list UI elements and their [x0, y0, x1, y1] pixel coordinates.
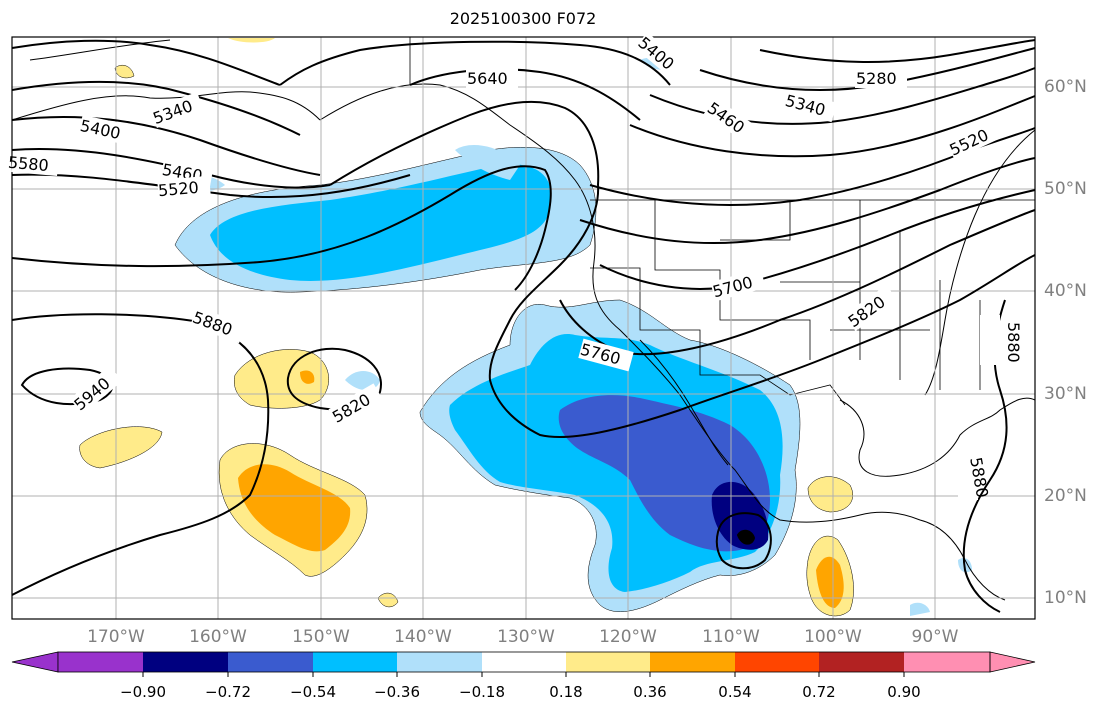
map-title: 2025100300 F072: [449, 9, 597, 28]
colorbar-tick-label: 0.90: [887, 683, 921, 701]
lon-label: 110°W: [702, 627, 760, 647]
lon-label: 160°W: [189, 627, 247, 647]
colorbar: [11, 651, 1036, 677]
colorbar-tick-label: 0.36: [633, 683, 667, 701]
lat-label: 50°N: [1044, 179, 1087, 199]
colorbar-extend-min: [11, 651, 59, 673]
contour-label: 5520: [157, 178, 199, 200]
colorbar-outline: [57, 651, 991, 673]
lat-label: 10°N: [1044, 588, 1087, 608]
colorbar-tick-label: −0.90: [120, 683, 166, 701]
lon-label: 100°W: [804, 627, 862, 647]
lat-label: 20°N: [1044, 486, 1087, 506]
contour-label: 5580: [7, 153, 49, 175]
lon-label: 170°W: [87, 627, 145, 647]
anomaly-shading: [79, 38, 972, 617]
contour-label: 5280: [856, 69, 897, 88]
lat-label: 60°N: [1044, 77, 1087, 97]
colorbar-tick-label: 0.18: [549, 683, 583, 701]
colorbar-bin: [397, 652, 482, 672]
colorbar-bin: [735, 652, 819, 672]
colorbar-extend-max: [989, 651, 1036, 673]
colorbar-bin: [58, 652, 143, 672]
colorbar-bin: [566, 652, 650, 672]
contour-label: 5880: [1004, 322, 1023, 363]
colorbar-tick-label: 0.72: [802, 683, 836, 701]
colorbar-tick-label: 0.54: [718, 683, 752, 701]
lat-label: 40°N: [1044, 281, 1087, 301]
lon-label: 140°W: [394, 627, 452, 647]
colorbar-bin: [228, 652, 313, 672]
colorbar-tick-label: −0.18: [459, 683, 505, 701]
lon-label: 150°W: [292, 627, 350, 647]
colorbar-bin: [143, 652, 228, 672]
colorbar-bin: [650, 652, 735, 672]
colorbar-bin: [904, 652, 990, 672]
lon-label: 120°W: [599, 627, 657, 647]
lat-label: 30°N: [1044, 384, 1087, 404]
colorbar-bin: [313, 652, 397, 672]
colorbar-bin: [482, 652, 566, 672]
map-frame: [11, 36, 1036, 620]
lon-label: 130°W: [497, 627, 555, 647]
colorbar-bin: [819, 652, 904, 672]
contour-label: 5640: [467, 69, 508, 88]
colorbar-tick-label: −0.72: [205, 683, 251, 701]
colorbar-tick-label: −0.54: [290, 683, 336, 701]
lon-label: 90°W: [911, 627, 959, 647]
colorbar-tick-label: −0.36: [374, 683, 420, 701]
